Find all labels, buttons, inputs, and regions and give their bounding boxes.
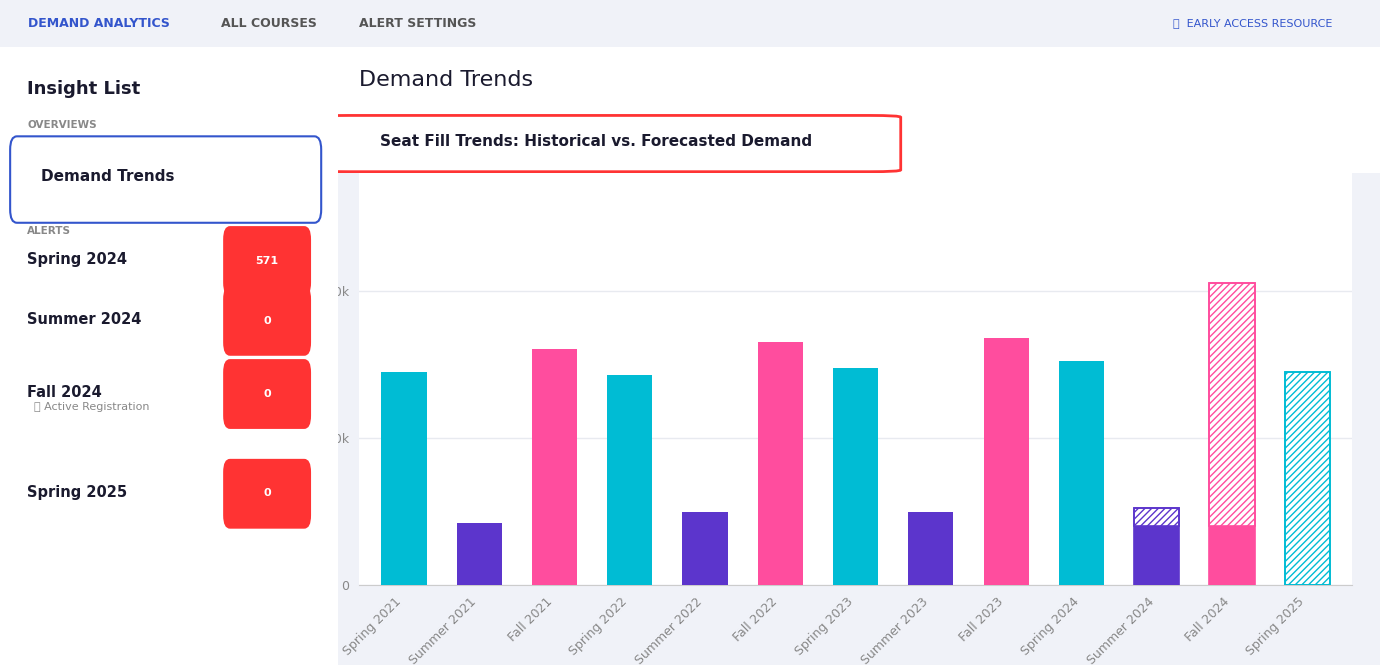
Bar [1285,372,1330,585]
Bar [381,372,426,585]
Text: ALERT SETTINGS: ALERT SETTINGS [359,17,476,30]
Text: ⭐ Active Registration: ⭐ Active Registration [33,402,149,412]
FancyBboxPatch shape [317,116,901,172]
Text: 0: 0 [264,488,270,499]
Text: Spring 2025: Spring 2025 [28,485,127,499]
Text: 🗨  EARLY ACCESS RESOURCE: 🗨 EARLY ACCESS RESOURCE [1173,18,1332,29]
Text: ALL COURSES: ALL COURSES [221,17,316,30]
Bar [1134,508,1180,585]
Bar [683,511,727,585]
Bar [834,368,878,585]
Bar [1285,372,1330,585]
Legend: Spring, Summer, Fall: Spring, Summer, Fall [1122,27,1346,49]
Text: Summer 2024: Summer 2024 [28,312,141,327]
Text: Demand Trends: Demand Trends [359,70,533,90]
FancyBboxPatch shape [224,226,310,296]
Bar [1134,526,1180,585]
Bar [1209,283,1254,585]
Text: Demand Trends: Demand Trends [40,169,174,184]
FancyBboxPatch shape [224,459,310,529]
Bar [457,523,502,585]
FancyBboxPatch shape [224,286,310,356]
Bar [1209,526,1254,585]
Bar [1058,360,1104,585]
Bar [984,338,1028,585]
Text: Seat Fill Trends: Historical vs. Forecasted Demand: Seat Fill Trends: Historical vs. Forecas… [380,134,811,149]
FancyBboxPatch shape [224,359,310,429]
Y-axis label: Seats Filled: Seats Filled [299,302,315,390]
Bar [531,350,577,585]
Bar [1134,508,1180,526]
Text: Insight List: Insight List [28,80,141,98]
Text: 571: 571 [255,255,279,266]
Bar [758,342,803,585]
Text: DEMAND ANALYTICS: DEMAND ANALYTICS [28,17,170,30]
Text: 0: 0 [264,315,270,326]
Bar [908,511,954,585]
Text: Spring 2024: Spring 2024 [28,252,127,267]
Text: 0: 0 [264,388,270,399]
Bar [607,375,653,585]
Bar [1209,283,1254,526]
Text: ALERTS: ALERTS [28,226,70,236]
Text: Fall 2024: Fall 2024 [28,385,102,400]
Text: OVERVIEWS: OVERVIEWS [28,120,97,130]
FancyBboxPatch shape [10,136,322,223]
